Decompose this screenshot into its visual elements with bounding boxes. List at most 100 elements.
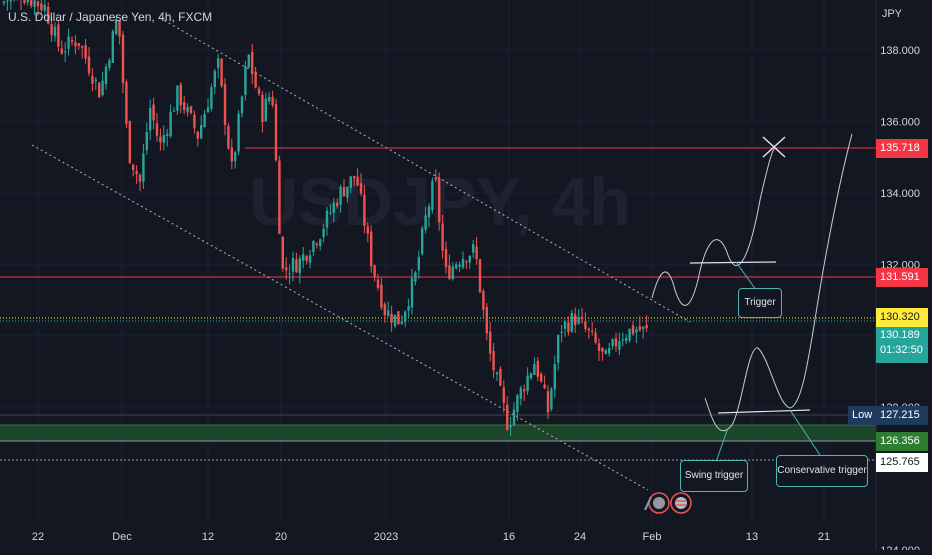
chart-title[interactable]: U.S. Dollar / Japanese Yen, 4h, FXCM <box>8 10 213 24</box>
candle-body <box>193 114 196 129</box>
candle-body <box>325 210 329 228</box>
candle-body <box>189 106 193 113</box>
candle-body <box>376 279 380 289</box>
flag-icon <box>653 497 665 509</box>
candle-body <box>461 258 465 268</box>
candle-body <box>506 404 509 430</box>
candle-body <box>125 82 128 125</box>
candle-body <box>414 272 417 282</box>
candles <box>2 0 648 436</box>
conservative-trigger-callout[interactable]: Conservative trigger <box>776 455 868 487</box>
candle-body <box>339 186 342 205</box>
time-tick-label: 16 <box>503 531 515 543</box>
candle-body <box>638 326 641 331</box>
swing-callout-leader <box>715 427 729 463</box>
candle-body <box>427 206 431 218</box>
resistance-tag-lower: 131.591 <box>876 268 928 287</box>
candle-body <box>390 313 393 323</box>
candle-body <box>516 395 519 412</box>
candle-body <box>237 113 240 152</box>
candle-body <box>162 135 165 143</box>
price-axis[interactable]: 124.000128.000132.000134.000136.000138.0… <box>880 45 920 555</box>
candle-body <box>312 241 315 252</box>
candle-body <box>475 246 478 260</box>
candle-body <box>87 56 91 74</box>
candle-body <box>223 84 227 126</box>
candle-body <box>495 372 499 374</box>
candle-body <box>2 1 6 4</box>
event-icons[interactable] <box>644 492 692 514</box>
candle-body <box>142 153 145 182</box>
low-label-tag: Low <box>848 406 876 425</box>
candle-body <box>482 290 485 310</box>
resistance-tag-upper: 135.718 <box>876 139 928 158</box>
conservative-callout-leader <box>789 409 821 456</box>
channel-upper-line[interactable] <box>159 17 691 323</box>
candle-body <box>81 46 84 48</box>
candle-body <box>172 110 176 112</box>
candle-body <box>380 284 383 308</box>
candle-body <box>57 24 60 47</box>
candle-body <box>257 88 261 94</box>
candle-body <box>132 164 135 171</box>
candle-body <box>407 306 410 311</box>
projection-path-upper <box>651 147 776 306</box>
swing-trigger-line[interactable] <box>717 409 811 414</box>
candle-body <box>472 244 475 253</box>
candle-body <box>138 174 142 182</box>
candle-body <box>465 261 468 263</box>
candle-body <box>489 331 492 354</box>
candle-body <box>254 71 257 88</box>
trigger-callout[interactable]: Trigger <box>738 288 782 318</box>
candle-body <box>346 186 349 198</box>
candle-body <box>186 106 189 113</box>
candle-body <box>6 0 9 2</box>
candle-body <box>387 310 390 316</box>
candle-body <box>261 94 264 123</box>
candle-body <box>227 126 230 149</box>
candle-body <box>594 332 597 343</box>
price-tick-label: 138.000 <box>880 45 920 57</box>
candle-body <box>183 102 186 110</box>
candle-body <box>611 339 614 347</box>
candle-body <box>393 314 397 327</box>
time-tick-label: 20 <box>275 531 287 543</box>
candle-body <box>295 259 298 273</box>
prev-close-tag: 130.320 <box>876 308 928 327</box>
candle-body <box>421 228 424 254</box>
candle-body <box>159 136 162 143</box>
candle-body <box>628 328 631 341</box>
support-top-tag: 126.356 <box>876 432 928 451</box>
candle-body <box>322 228 325 238</box>
candle-body <box>291 258 295 272</box>
candle-body <box>601 347 604 352</box>
time-axis[interactable]: 22 Dec 12 20 2023 16 24 Feb 13 21 <box>32 531 830 543</box>
candle-body <box>397 311 400 325</box>
candle-body <box>631 325 635 335</box>
candle-body <box>278 160 281 234</box>
candle-body <box>342 187 346 197</box>
candle-body <box>332 202 335 213</box>
candle-body <box>247 54 250 68</box>
candle-body <box>203 114 206 128</box>
candle-body <box>584 321 587 329</box>
candle-body <box>67 36 70 49</box>
trigger-line[interactable] <box>689 261 777 264</box>
candle-body <box>543 384 546 389</box>
candle-body <box>614 338 618 347</box>
candle-body <box>540 374 543 382</box>
candle-body <box>149 107 152 131</box>
candle-body <box>145 131 148 151</box>
candle-body <box>533 364 536 375</box>
candle-body <box>621 339 624 341</box>
candle-body <box>271 96 274 106</box>
candle-body <box>509 425 512 428</box>
time-tick-label: 24 <box>574 531 586 543</box>
candle-body <box>455 264 458 269</box>
candle-body <box>315 243 318 245</box>
swing-trigger-callout[interactable]: Swing trigger <box>680 460 748 492</box>
candle-body <box>448 265 451 279</box>
candle-body <box>30 0 33 6</box>
